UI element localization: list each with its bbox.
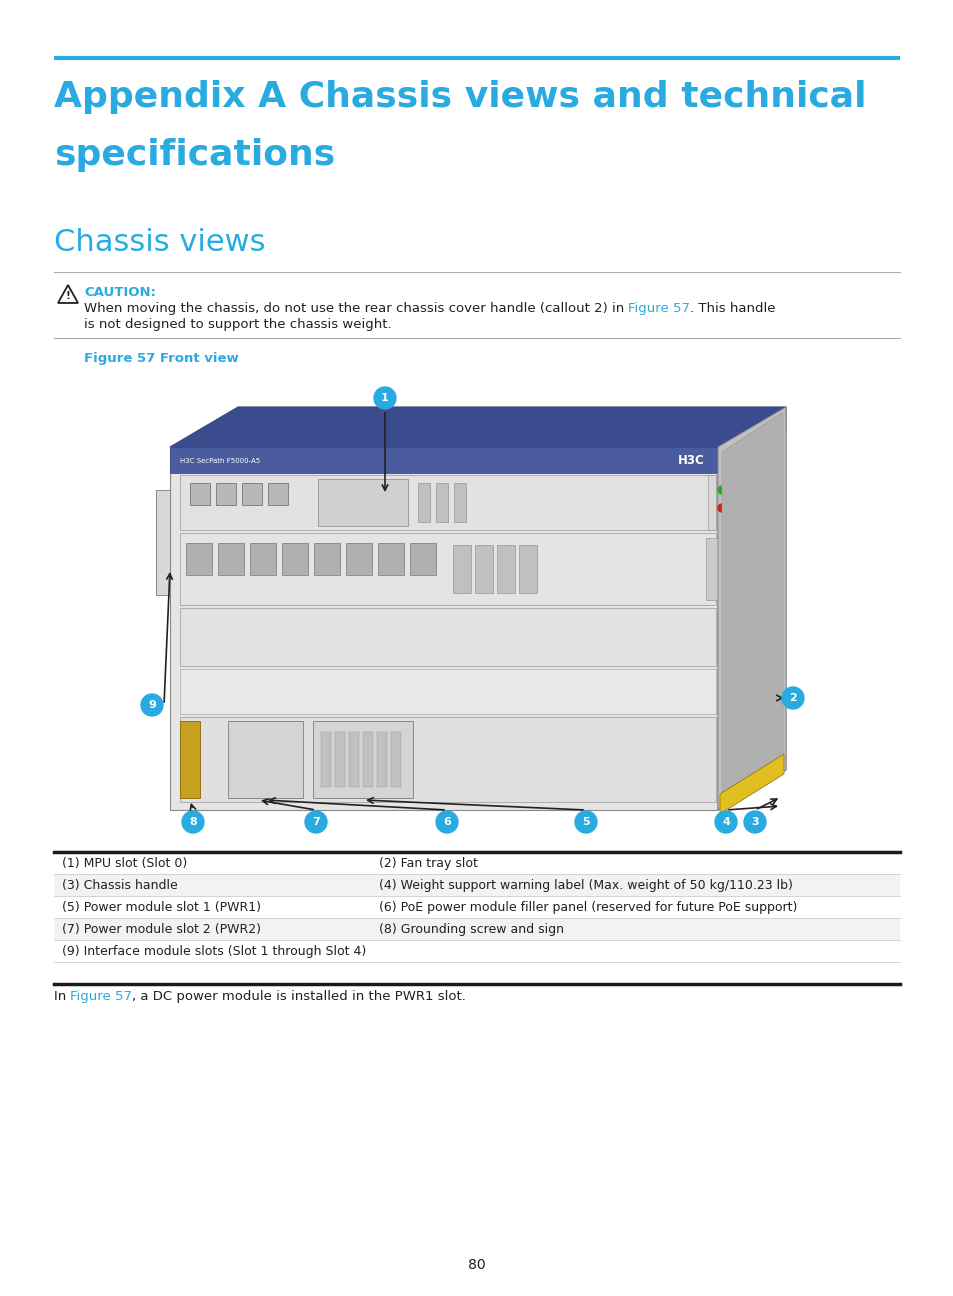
Polygon shape <box>721 412 782 800</box>
Text: 9: 9 <box>148 700 155 710</box>
Polygon shape <box>377 543 403 575</box>
Polygon shape <box>170 407 785 447</box>
Text: 2: 2 <box>788 693 796 702</box>
Polygon shape <box>190 483 210 505</box>
Circle shape <box>575 811 597 833</box>
Polygon shape <box>349 732 358 787</box>
Circle shape <box>718 504 725 512</box>
Polygon shape <box>718 407 785 473</box>
Text: (9) Interface module slots (Slot 1 through Slot 4): (9) Interface module slots (Slot 1 throu… <box>62 945 366 958</box>
Text: !: ! <box>66 292 71 301</box>
Polygon shape <box>391 732 400 787</box>
Text: (5) Power module slot 1 (PWR1): (5) Power module slot 1 (PWR1) <box>62 901 261 914</box>
Text: H3C SecPath F5000-A5: H3C SecPath F5000-A5 <box>180 457 260 464</box>
Circle shape <box>141 693 163 715</box>
Polygon shape <box>156 490 170 595</box>
Polygon shape <box>170 447 718 810</box>
Text: H3C: H3C <box>678 455 704 468</box>
Polygon shape <box>475 546 493 594</box>
Circle shape <box>718 486 725 494</box>
Polygon shape <box>720 754 783 814</box>
Text: In: In <box>54 990 71 1003</box>
Text: 8: 8 <box>189 816 196 827</box>
Bar <box>54 851 899 874</box>
Bar <box>54 896 899 918</box>
Polygon shape <box>335 732 345 787</box>
Text: 4: 4 <box>721 816 729 827</box>
Polygon shape <box>180 608 716 666</box>
Polygon shape <box>250 543 275 575</box>
Text: 5: 5 <box>581 816 589 827</box>
Text: (2) Fan tray slot: (2) Fan tray slot <box>379 857 477 870</box>
Text: specifications: specifications <box>54 137 335 172</box>
Polygon shape <box>417 483 430 522</box>
Polygon shape <box>186 543 212 575</box>
Polygon shape <box>320 732 331 787</box>
Polygon shape <box>317 480 408 526</box>
Circle shape <box>436 811 457 833</box>
Circle shape <box>714 811 737 833</box>
Text: (4) Weight support warning label (Max. weight of 50 kg/110.23 lb): (4) Weight support warning label (Max. w… <box>379 879 792 892</box>
Polygon shape <box>180 533 716 605</box>
Polygon shape <box>518 546 537 594</box>
Polygon shape <box>215 483 235 505</box>
Text: 7: 7 <box>312 816 319 827</box>
Text: (3) Chassis handle: (3) Chassis handle <box>62 879 177 892</box>
Bar <box>54 918 899 940</box>
Polygon shape <box>228 721 303 798</box>
Polygon shape <box>436 483 448 522</box>
Text: Appendix A Chassis views and technical: Appendix A Chassis views and technical <box>54 80 865 114</box>
Circle shape <box>781 687 803 709</box>
Text: Chassis views: Chassis views <box>54 228 265 257</box>
Polygon shape <box>718 407 785 810</box>
Polygon shape <box>454 483 465 522</box>
Polygon shape <box>718 407 785 810</box>
Polygon shape <box>268 483 288 505</box>
Bar <box>54 940 899 962</box>
Circle shape <box>743 811 765 833</box>
Text: , a DC power module is installed in the PWR1 slot.: , a DC power module is installed in the … <box>132 990 466 1003</box>
Text: is not designed to support the chassis weight.: is not designed to support the chassis w… <box>84 318 392 330</box>
Polygon shape <box>707 476 716 530</box>
Text: (8) Grounding screw and sign: (8) Grounding screw and sign <box>379 923 563 936</box>
Polygon shape <box>314 543 339 575</box>
Bar <box>54 874 899 896</box>
Text: CAUTION:: CAUTION: <box>84 286 156 299</box>
Polygon shape <box>497 546 515 594</box>
Polygon shape <box>453 546 471 594</box>
Text: (1) MPU slot (Slot 0): (1) MPU slot (Slot 0) <box>62 857 187 870</box>
Polygon shape <box>410 543 436 575</box>
Text: Figure 57: Figure 57 <box>71 990 132 1003</box>
Polygon shape <box>242 483 262 505</box>
Polygon shape <box>282 543 308 575</box>
Text: 1: 1 <box>381 393 389 403</box>
Polygon shape <box>705 538 718 600</box>
Circle shape <box>182 811 204 833</box>
Circle shape <box>374 388 395 410</box>
Polygon shape <box>180 717 716 802</box>
Polygon shape <box>346 543 372 575</box>
Text: (6) PoE power module filler panel (reserved for future PoE support): (6) PoE power module filler panel (reser… <box>379 901 797 914</box>
Text: (7) Power module slot 2 (PWR2): (7) Power module slot 2 (PWR2) <box>62 923 261 936</box>
Text: 3: 3 <box>750 816 758 827</box>
Polygon shape <box>218 543 244 575</box>
Text: Figure 57 Front view: Figure 57 Front view <box>84 353 238 365</box>
Polygon shape <box>363 732 373 787</box>
Polygon shape <box>170 447 718 473</box>
Text: Figure 57: Figure 57 <box>628 302 690 315</box>
Polygon shape <box>180 721 200 798</box>
Polygon shape <box>313 721 413 798</box>
Text: When moving the chassis, do not use the rear chassis cover handle (callout 2) in: When moving the chassis, do not use the … <box>84 302 628 315</box>
Polygon shape <box>376 732 387 787</box>
Circle shape <box>305 811 327 833</box>
Text: 6: 6 <box>442 816 451 827</box>
Text: . This handle: . This handle <box>690 302 775 315</box>
Polygon shape <box>170 407 785 447</box>
Polygon shape <box>180 476 716 530</box>
Polygon shape <box>180 669 716 714</box>
Text: 80: 80 <box>468 1258 485 1271</box>
